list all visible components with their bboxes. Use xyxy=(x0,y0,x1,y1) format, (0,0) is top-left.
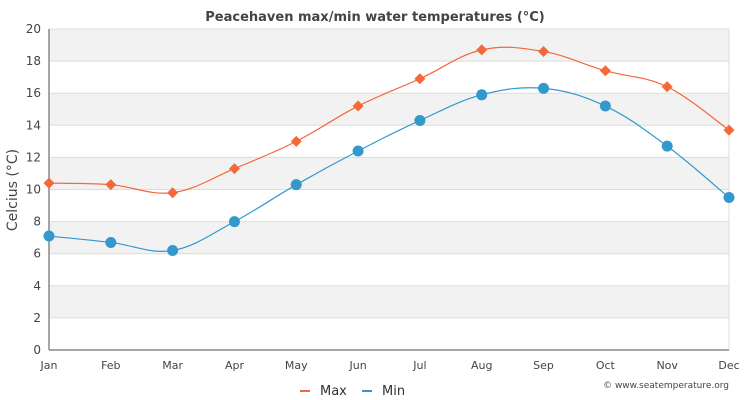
x-tick-label: Oct xyxy=(596,359,616,372)
x-tick-label: May xyxy=(285,359,308,372)
series-group xyxy=(43,44,735,256)
legend-item-min: Min xyxy=(362,384,405,399)
y-tick-label: 14 xyxy=(26,118,41,132)
data-point-max xyxy=(661,81,673,93)
plot-band xyxy=(49,93,729,126)
y-tick-label: 0 xyxy=(33,343,41,357)
x-tick-label: Nov xyxy=(656,359,678,372)
x-tick-label: Apr xyxy=(225,359,245,372)
plot-band xyxy=(49,157,729,190)
plot-band xyxy=(49,221,729,254)
y-tick-labels: 0 2 4 6 8 10 12 14 16 18 20 xyxy=(26,22,41,357)
axes xyxy=(48,29,730,351)
y-tick-label: 2 xyxy=(33,311,41,325)
data-point-min xyxy=(105,236,117,248)
credit-text: © www.seatemperature.org xyxy=(603,381,729,391)
data-point-max xyxy=(352,100,364,112)
plot-band xyxy=(49,285,729,318)
data-point-min xyxy=(414,114,426,126)
legend-item-max: Max xyxy=(300,384,347,399)
chart-title: Peacehaven max/min water temperatures (°… xyxy=(205,10,545,25)
data-point-min xyxy=(661,140,673,152)
y-axis-label: Celcius (°C) xyxy=(5,149,21,231)
data-point-max xyxy=(290,135,302,147)
y-tick-label: 4 xyxy=(33,279,41,293)
data-point-max xyxy=(43,177,55,189)
y-tick-label: 10 xyxy=(26,183,41,197)
x-tick-label: Mar xyxy=(162,359,183,372)
data-point-max xyxy=(538,45,550,57)
y-tick-label: 8 xyxy=(33,215,41,229)
data-point-min xyxy=(290,179,302,191)
data-point-min xyxy=(476,89,488,101)
plot-band xyxy=(49,29,729,62)
legend-label: Min xyxy=(382,384,405,399)
y-tick-label: 18 xyxy=(26,54,41,68)
data-point-min xyxy=(538,82,550,94)
x-tick-label: Jul xyxy=(412,359,426,372)
x-tick-label: Feb xyxy=(101,359,120,372)
legend-label: Max xyxy=(320,384,347,399)
data-point-min xyxy=(43,230,55,242)
data-point-max xyxy=(414,73,426,85)
data-point-min xyxy=(352,145,364,157)
x-tick-label: Dec xyxy=(718,359,739,372)
series-min xyxy=(43,82,735,256)
gridlines xyxy=(49,28,729,351)
data-point-max xyxy=(599,65,611,77)
data-point-max xyxy=(167,187,179,199)
legend: Max Min xyxy=(300,384,405,399)
x-tick-label: Jun xyxy=(348,359,366,372)
y-tick-label: 6 xyxy=(33,247,41,261)
x-tick-label: Jan xyxy=(40,359,58,372)
y-tick-label: 20 xyxy=(26,22,41,36)
x-tick-labels: Jan Feb Mar Apr May Jun Jul Aug Sep Oct Nov Dec xyxy=(40,359,740,372)
plot-bands xyxy=(49,29,729,318)
y-tick-label: 16 xyxy=(26,86,41,100)
data-point-min xyxy=(228,216,240,228)
data-point-max xyxy=(723,124,735,136)
data-point-min xyxy=(167,244,179,256)
x-tick-label: Aug xyxy=(471,359,492,372)
x-tick-label: Sep xyxy=(533,359,554,372)
data-point-min xyxy=(723,192,735,204)
series-max xyxy=(43,44,735,199)
y-tick-label: 12 xyxy=(26,150,41,164)
data-point-min xyxy=(599,100,611,112)
data-point-max xyxy=(105,179,117,191)
data-point-max xyxy=(228,163,240,175)
data-point-max xyxy=(476,44,488,56)
